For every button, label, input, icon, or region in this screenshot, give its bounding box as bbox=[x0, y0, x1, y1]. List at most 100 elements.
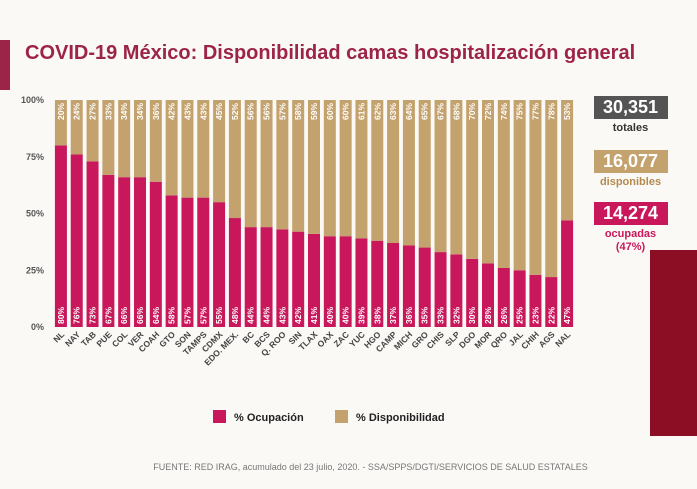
data-label: 33% bbox=[436, 307, 446, 324]
data-label: 20% bbox=[56, 103, 66, 120]
bar-segment bbox=[102, 174, 115, 327]
summary-box: 30,351 totales bbox=[588, 96, 673, 135]
bar-segment bbox=[402, 100, 415, 246]
x-tick-label: OAX bbox=[315, 329, 335, 349]
data-label: 41% bbox=[309, 307, 319, 324]
bar-segment bbox=[213, 100, 226, 203]
data-label: 64% bbox=[151, 307, 161, 324]
y-tick-label: 25% bbox=[26, 265, 44, 275]
data-label: 66% bbox=[135, 307, 145, 324]
data-label: 36% bbox=[151, 103, 161, 120]
data-label: 48% bbox=[230, 307, 240, 324]
data-label: 58% bbox=[293, 103, 303, 120]
data-label: 55% bbox=[214, 307, 224, 324]
data-label: 24% bbox=[72, 103, 82, 120]
x-tick-label: NAL bbox=[553, 329, 572, 348]
bar-segment bbox=[466, 100, 479, 259]
y-tick-label: 100% bbox=[21, 95, 44, 105]
data-label: 76% bbox=[72, 307, 82, 324]
x-tick-label: NAY bbox=[63, 329, 82, 348]
bar-segment bbox=[434, 252, 447, 327]
bar-segment bbox=[323, 236, 336, 327]
data-label: 72% bbox=[483, 103, 493, 120]
bar-segment bbox=[561, 220, 574, 327]
summary-label: totales bbox=[612, 122, 649, 134]
summary-value: 14,274 bbox=[593, 202, 668, 225]
bar-segment bbox=[86, 161, 99, 327]
data-label: 52% bbox=[230, 103, 240, 120]
data-label: 75% bbox=[515, 103, 525, 120]
bar-segment bbox=[482, 263, 494, 327]
data-label: 80% bbox=[56, 307, 66, 324]
summary-label: disponibles bbox=[599, 176, 662, 188]
data-label: 45% bbox=[214, 103, 224, 120]
data-label: 63% bbox=[388, 103, 398, 120]
data-label: 42% bbox=[293, 307, 303, 324]
source-note: FUENTE: RED IRAG, acumulado del 23 julio… bbox=[153, 462, 588, 472]
data-label: 35% bbox=[420, 307, 430, 324]
data-label: 60% bbox=[325, 103, 335, 120]
chart-title: COVID-19 México: Disponibilidad camas ho… bbox=[25, 42, 636, 64]
bar-segment bbox=[418, 100, 431, 248]
data-label: 67% bbox=[103, 307, 113, 324]
data-label: 66% bbox=[119, 307, 129, 324]
data-label: 40% bbox=[341, 307, 351, 324]
bar-segment bbox=[260, 100, 273, 228]
data-label: 57% bbox=[198, 307, 208, 324]
bar-segment bbox=[244, 227, 257, 327]
data-label: 53% bbox=[562, 103, 572, 120]
x-tick-label: GTO bbox=[157, 329, 177, 349]
bar-segment bbox=[402, 245, 415, 327]
bar-segment bbox=[466, 258, 479, 327]
bar-segment bbox=[102, 100, 115, 175]
bar-segment bbox=[513, 270, 526, 327]
bar-segment bbox=[54, 100, 67, 146]
data-label: 67% bbox=[436, 103, 446, 120]
data-label: 25% bbox=[515, 307, 525, 324]
data-label: 43% bbox=[182, 103, 192, 120]
data-label: 61% bbox=[356, 103, 366, 120]
bar-segment bbox=[260, 227, 273, 327]
bar-segment bbox=[418, 247, 431, 327]
bar-segment bbox=[308, 100, 320, 234]
bar-segment bbox=[276, 229, 289, 327]
data-label: 33% bbox=[103, 103, 113, 120]
data-label: 34% bbox=[119, 103, 129, 120]
data-label: 57% bbox=[182, 307, 192, 324]
data-label: 39% bbox=[356, 307, 366, 324]
bar-segment bbox=[149, 100, 162, 182]
data-label: 57% bbox=[277, 103, 287, 120]
bar-segment bbox=[339, 100, 352, 237]
bar-segment bbox=[355, 100, 368, 239]
legend-label: % Ocupación bbox=[234, 412, 304, 424]
bar-segment bbox=[323, 100, 336, 237]
y-tick-label: 75% bbox=[26, 152, 44, 162]
bar-segment bbox=[339, 236, 352, 327]
bar-segment bbox=[292, 100, 305, 232]
bar-segment bbox=[228, 218, 241, 327]
bar-segment bbox=[387, 100, 400, 244]
data-label: 62% bbox=[372, 103, 382, 120]
bar-segment bbox=[450, 254, 463, 327]
bar-segment bbox=[292, 231, 305, 327]
x-tick-label: COL bbox=[110, 329, 130, 349]
data-label: 36% bbox=[404, 307, 414, 324]
data-label: 44% bbox=[262, 307, 272, 324]
data-label: 26% bbox=[499, 307, 509, 324]
data-label: 43% bbox=[277, 307, 287, 324]
data-label: 47% bbox=[562, 307, 572, 324]
data-label: 32% bbox=[451, 307, 461, 324]
bar-segment bbox=[434, 100, 447, 253]
legend-swatch bbox=[335, 410, 348, 423]
bar-segment bbox=[149, 181, 162, 327]
bar-segment bbox=[197, 197, 210, 327]
bar-segment bbox=[371, 240, 384, 327]
bar-segment bbox=[118, 177, 131, 327]
bar-segment bbox=[371, 100, 384, 241]
summary-value: 16,077 bbox=[593, 150, 668, 173]
data-label: 56% bbox=[246, 103, 256, 120]
bar-segment bbox=[86, 100, 99, 162]
data-label: 74% bbox=[499, 103, 509, 120]
